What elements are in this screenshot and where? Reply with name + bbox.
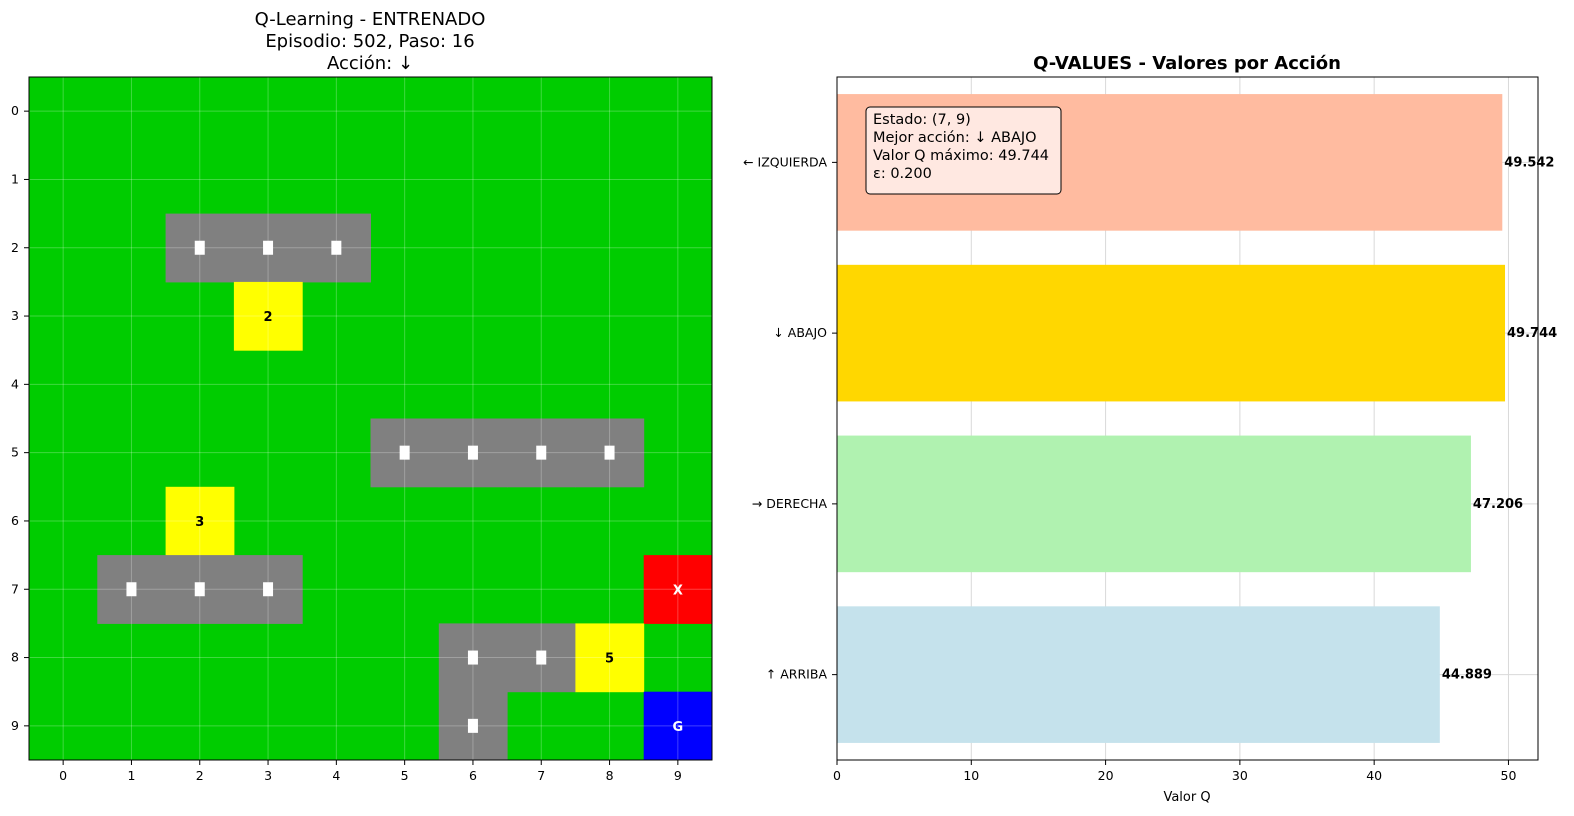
grid-world-chart: Q-Learning - ENTRENADO Episodio: 502, Pa… — [11, 9, 713, 783]
bar-2 — [837, 435, 1471, 573]
road-marker — [536, 445, 547, 460]
x-tick-label: 1 — [127, 768, 135, 783]
y-tick-label: ↑ ARRIBA — [766, 667, 828, 682]
grid-title-line-3: Acción: ↓ — [327, 53, 413, 74]
state-info-box: Estado: (7, 9) Mejor acción: ↓ ABAJO Valor… — [865, 106, 1062, 195]
y-tick-label: → DERECHA — [752, 496, 828, 511]
road-marker — [467, 650, 478, 665]
x-tick-label: 7 — [537, 768, 545, 783]
y-tick-label: 0 — [11, 103, 19, 118]
road-marker — [194, 582, 205, 597]
grid-cell-goal-9-9 — [643, 691, 713, 761]
road-marker — [331, 240, 342, 255]
road-marker — [467, 445, 478, 460]
q-values-chart: Q-VALUES - Valores por Acción 49.542 49.7… — [743, 53, 1557, 805]
y-tick-label: 3 — [11, 308, 19, 323]
x-tick-label: 0 — [59, 768, 67, 783]
bar-3 — [837, 606, 1440, 743]
x-tick-label: 0 — [833, 768, 841, 783]
grid-lines — [29, 77, 712, 760]
road-marker — [126, 582, 137, 597]
y-tick-label: 7 — [11, 581, 19, 596]
info-box-frame — [865, 106, 1062, 195]
road-marker — [604, 445, 615, 460]
grid-cell-label-3-3: 2 — [264, 310, 273, 325]
x-tick-label: 2 — [196, 768, 204, 783]
x-tick-label: 8 — [606, 768, 614, 783]
info-box-line-3: ε: 0.200 — [873, 166, 932, 182]
info-box-line-2: Valor Q máximo: 49.744 — [873, 148, 1049, 164]
info-box-line-0: Estado: (7, 9) — [873, 112, 971, 128]
bar-value-label: 44.889 — [1442, 668, 1492, 683]
grid-cell-stop-3-3 — [233, 281, 303, 351]
info-box-line-1: Mejor acción: ↓ ABAJO — [873, 130, 1037, 146]
grid-cell-label-7-9: X — [673, 583, 683, 598]
bar-1 — [837, 264, 1506, 402]
y-tick-label: 2 — [11, 240, 19, 255]
road-marker — [536, 650, 547, 665]
x-tick-label: 20 — [1098, 768, 1114, 783]
y-tick-label: 8 — [11, 650, 19, 665]
grid-cell-label-6-2: 3 — [195, 515, 204, 530]
q-values-title: Q-VALUES - Valores por Acción — [1033, 53, 1341, 74]
x-axis-label: Valor Q — [1163, 790, 1210, 805]
grid-axis-ticks: 0 0 1 1 2 2 3 3 4 4 5 5 6 6 7 7 8 8 9 9 — [11, 103, 682, 783]
bar-value-label: 49.542 — [1504, 155, 1554, 170]
y-tick-label: 1 — [11, 171, 19, 186]
bar-value-labels: 49.542 49.744 47.206 44.889 — [1442, 155, 1557, 682]
road-marker — [467, 718, 478, 733]
y-tick-label: 9 — [11, 718, 19, 733]
x-tick-label: 4 — [332, 768, 340, 783]
x-tick-label: 3 — [264, 768, 272, 783]
grid-title-line-1: Q-Learning - ENTRENADO — [255, 9, 486, 30]
grid-title-line-2: Episodio: 502, Paso: 16 — [265, 31, 474, 52]
road-marker — [263, 240, 274, 255]
grid-cell-label-9-9: G — [673, 720, 684, 735]
road-marker — [194, 240, 205, 255]
y-tick-label: 5 — [11, 445, 19, 460]
grid-frame — [28, 76, 713, 761]
y-tick-label: ↓ ABAJO — [773, 325, 827, 340]
x-tick-label: 6 — [469, 768, 477, 783]
x-tick-label: 5 — [401, 768, 409, 783]
y-tick-label: 6 — [11, 513, 19, 528]
x-tick-label: 40 — [1366, 768, 1382, 783]
grid-cell-agent-7-9 — [643, 555, 713, 624]
bar-value-label: 49.744 — [1507, 326, 1557, 341]
bar-axis-ticks: 0 10 20 30 40 50 ← IZQUIERDA ↓ ABAJO → DERECHA ↑ … — [743, 154, 1516, 783]
grid-cell-stop-6-2 — [165, 486, 235, 556]
grid-cell-stop-8-8 — [575, 623, 645, 693]
y-tick-label: ← IZQUIERDA — [743, 154, 827, 169]
bar-plot-frame — [836, 76, 1539, 761]
grid-cell-label-8-8: 5 — [605, 652, 614, 667]
x-tick-label: 30 — [1232, 768, 1248, 783]
y-tick-label: 4 — [11, 376, 19, 391]
x-tick-label: 9 — [674, 768, 682, 783]
road-marker — [399, 445, 410, 460]
grid-cells — [29, 77, 713, 761]
x-tick-label: 50 — [1501, 768, 1517, 783]
grid-cell-labels: 2 3 X 5 G — [126, 240, 684, 735]
road-marker — [263, 582, 274, 597]
bar-value-label: 47.206 — [1473, 497, 1523, 512]
x-tick-label: 10 — [963, 768, 979, 783]
